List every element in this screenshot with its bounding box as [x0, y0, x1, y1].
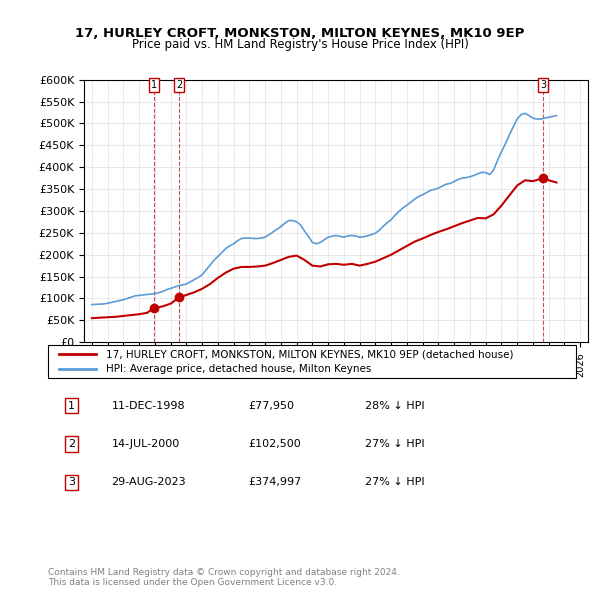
Text: 29-AUG-2023: 29-AUG-2023	[112, 477, 186, 487]
Text: £374,997: £374,997	[248, 477, 302, 487]
Text: HPI: Average price, detached house, Milton Keynes: HPI: Average price, detached house, Milt…	[106, 363, 371, 373]
Text: 17, HURLEY CROFT, MONKSTON, MILTON KEYNES, MK10 9EP: 17, HURLEY CROFT, MONKSTON, MILTON KEYNE…	[76, 27, 524, 40]
Text: 27% ↓ HPI: 27% ↓ HPI	[365, 477, 424, 487]
Text: 1: 1	[151, 80, 157, 90]
Text: 11-DEC-1998: 11-DEC-1998	[112, 401, 185, 411]
Text: 3: 3	[540, 80, 547, 90]
Text: Contains HM Land Registry data © Crown copyright and database right 2024.
This d: Contains HM Land Registry data © Crown c…	[48, 568, 400, 587]
Text: 2: 2	[68, 439, 76, 449]
Text: 2: 2	[176, 80, 182, 90]
Text: £102,500: £102,500	[248, 439, 301, 449]
Text: 28% ↓ HPI: 28% ↓ HPI	[365, 401, 424, 411]
Text: 27% ↓ HPI: 27% ↓ HPI	[365, 439, 424, 449]
Text: £77,950: £77,950	[248, 401, 295, 411]
Text: Price paid vs. HM Land Registry's House Price Index (HPI): Price paid vs. HM Land Registry's House …	[131, 38, 469, 51]
Text: 17, HURLEY CROFT, MONKSTON, MILTON KEYNES, MK10 9EP (detached house): 17, HURLEY CROFT, MONKSTON, MILTON KEYNE…	[106, 349, 514, 359]
FancyBboxPatch shape	[48, 345, 576, 378]
Text: 3: 3	[68, 477, 75, 487]
Text: 14-JUL-2000: 14-JUL-2000	[112, 439, 179, 449]
Text: 1: 1	[68, 401, 75, 411]
